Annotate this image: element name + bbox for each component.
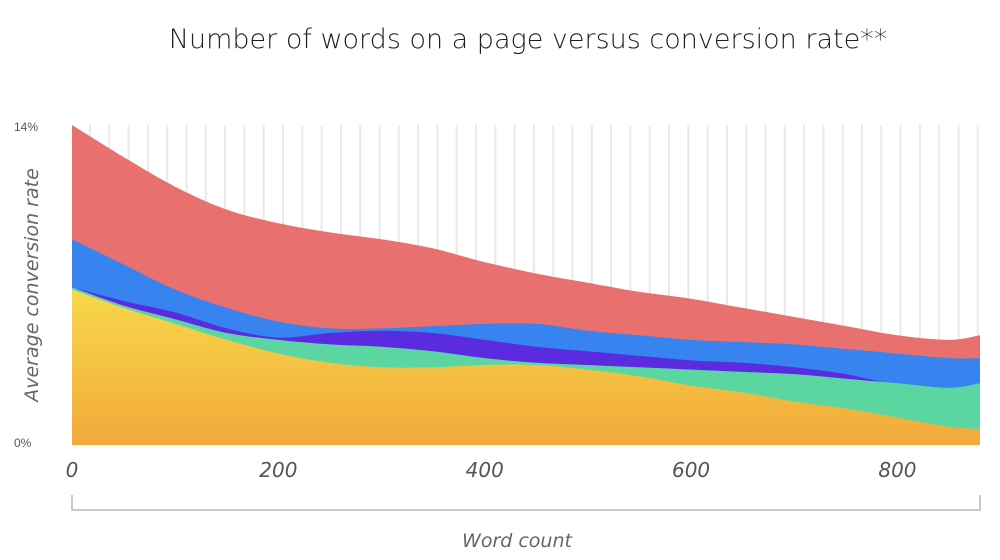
x-axis: 0 200 400 600 800 (66, 458, 917, 482)
x-tick-label: 200 (259, 458, 297, 482)
chart-title: Number of words on a page versus convers… (169, 24, 887, 55)
y-tick-label: 14% (14, 120, 38, 134)
area-series (72, 125, 980, 445)
y-axis-label: Average conversion rate (21, 168, 43, 404)
x-tick-label: 0 (66, 458, 79, 482)
area-series-yellow (72, 289, 980, 445)
x-tick-label: 400 (466, 458, 504, 482)
y-axis: 0% 14% (14, 120, 38, 450)
y-tick-label: 0% (14, 436, 32, 450)
x-tick-label: 600 (672, 458, 710, 482)
x-tick-label: 800 (878, 458, 916, 482)
x-axis-bracket (71, 495, 981, 511)
x-axis-label: Word count (462, 530, 573, 552)
